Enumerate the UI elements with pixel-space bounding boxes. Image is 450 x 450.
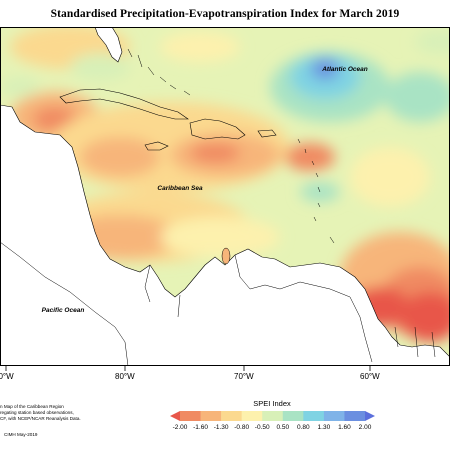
legend-swatch <box>200 411 222 421</box>
legend-tick-label: -1.30 <box>213 424 229 431</box>
legend-swatch <box>323 411 345 421</box>
legend-swatch <box>221 411 242 421</box>
legend-swatch <box>282 411 304 421</box>
legend-tick-label: 1.30 <box>317 424 331 431</box>
spei-map: Atlantic Ocean Caribbean Sea Pacific Oce… <box>0 27 450 366</box>
legend-tick-label: 2.00 <box>358 424 372 431</box>
legend-swatch <box>170 411 180 421</box>
legend-tick-label: 0.80 <box>297 424 310 431</box>
legend-swatch <box>303 411 325 421</box>
puerto-rico <box>257 129 277 138</box>
footnote: n Map of the Caribbean Region regating st… <box>0 404 81 422</box>
legend-tick-label: 0.50 <box>276 424 290 431</box>
legend-swatch <box>180 411 201 421</box>
lon-label-90w: 90°W <box>0 372 14 381</box>
map-title: Standardised Precipitation-Evapotranspir… <box>50 8 400 20</box>
legend-tick-label: -1.60 <box>193 424 208 431</box>
footnote-line: CF, with NCEP/NCAR Reanalysis Data. <box>0 416 81 421</box>
lon-label-80w: 80°W <box>115 372 135 381</box>
legend-ticks: -2.00 -1.60 -1.30 -0.80 -0.50 0.50 0.80 1.30 1.6… <box>170 424 375 434</box>
lon-ticks <box>5 366 371 371</box>
legend-tick-label: -0.80 <box>234 424 250 431</box>
footnote-line: n Map of the Caribbean Region <box>0 404 64 409</box>
lon-label-60w: 60°W <box>360 372 380 381</box>
legend-swatch <box>241 411 263 421</box>
legend-swatch <box>262 411 284 421</box>
legend-tick-label: -0.50 <box>254 424 270 431</box>
legend-colorbar <box>170 411 375 421</box>
legend-title: SPEI Index <box>253 399 291 408</box>
lon-label-70w: 70°W <box>234 372 254 381</box>
legend-swatch <box>365 411 375 421</box>
footnote-line: regating station based observations, <box>0 410 74 415</box>
legend-tick-label: -2.00 <box>172 424 188 431</box>
bahamas <box>127 48 191 96</box>
credit: CIMH May-2019 <box>4 432 38 437</box>
label-atlantic: Atlantic Ocean <box>321 66 368 73</box>
legend-tick-label: 1.60 <box>338 424 351 431</box>
hispaniola <box>189 118 246 140</box>
legend-swatch <box>344 411 366 421</box>
jamaica <box>144 141 169 151</box>
label-pacific: Pacific Ocean <box>42 307 85 314</box>
pacific-area <box>0 241 129 366</box>
cuba <box>59 88 189 120</box>
label-caribbean: Caribbean Sea <box>157 185 203 192</box>
lesser-antilles <box>297 138 335 244</box>
florida <box>94 27 123 63</box>
